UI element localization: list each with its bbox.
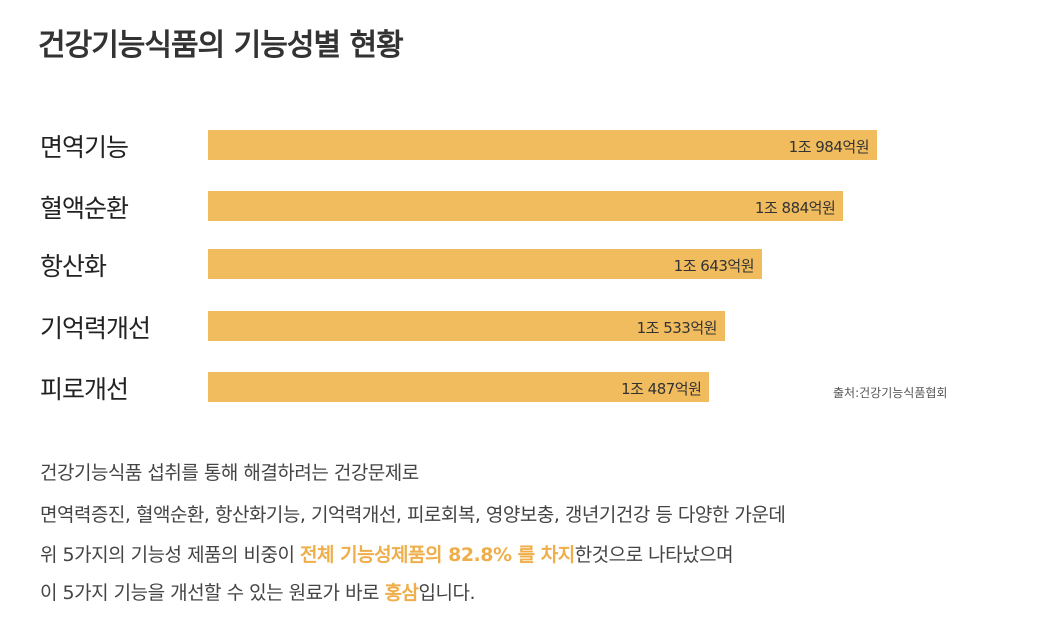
source-note: 출처:건강기능식품협회 [833,386,948,400]
highlight-text: 전체 기능성제품의 82.8% 를 차지 [300,544,575,566]
text: 위 5가지의 기능성 제품의 비중이 [40,544,301,566]
data-label: 1조 533억원 [636,319,718,337]
text: 이 5가지 기능을 개선할 수 있는 원료가 바로 [40,582,385,604]
highlight-text: 홍삼 [384,582,419,604]
category-label: 면역기능 [40,133,129,162]
category-label: 항산화 [40,252,107,281]
category-label: 혈액순환 [40,194,129,223]
description-line-2: 면역력증진, 혈액순환, 항산화기능, 기억력개선, 피로회복, 영양보충, 갱… [40,504,786,526]
description-line-1: 건강기능식품 섭취를 통해 해결하려는 건강문제로 [40,462,419,484]
bar [208,372,710,402]
text: 입니다. [418,582,476,604]
bar [208,130,877,160]
text: 한것으로 나타났으며 [574,544,734,566]
category-label: 기억력개선 [40,314,151,343]
category-label: 피로개선 [40,375,129,404]
bar [208,191,844,221]
data-label: 1조 487억원 [621,380,702,398]
description-line-3: 위 5가지의 기능성 제품의 비중이 전체 기능성제품의 82.8% 를 차지한… [40,540,734,567]
data-label: 1조 984억원 [788,138,870,156]
data-label: 1조 643억원 [673,257,755,275]
chart-title: 건강기능식품의 기능성별 현황 [38,28,404,63]
bar [208,249,763,279]
bar [208,311,725,341]
description-line-4: 이 5가지 기능을 개선할 수 있는 원료가 바로 홍삼입니다. [40,578,476,605]
data-label: 1조 884억원 [754,199,836,217]
